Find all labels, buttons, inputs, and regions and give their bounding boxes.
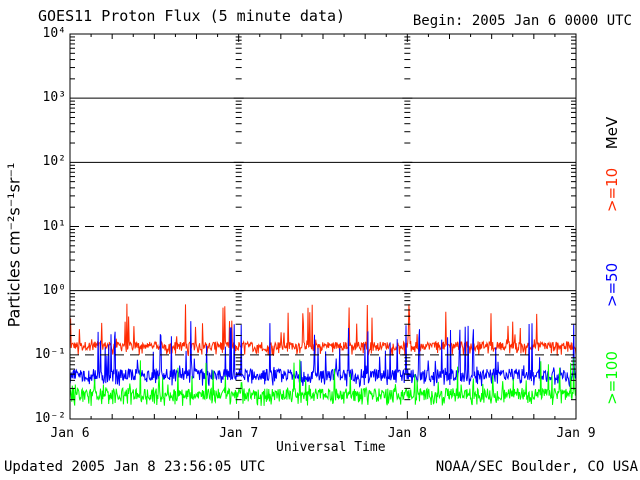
series-line-ge50 <box>69 321 577 388</box>
legend-series: >=100 <box>603 351 621 405</box>
x-tick-label: Jan 8 <box>387 426 427 441</box>
y-tick-label: 10⁻¹ <box>34 346 66 362</box>
y-tick-label: 10⁴ <box>42 26 66 41</box>
updated-timestamp: Updated 2005 Jan 8 23:56:05 UTC <box>4 459 266 475</box>
y-tick-label: 10⁻² <box>34 411 66 426</box>
legend-units: MeV <box>603 116 621 150</box>
series-line-ge10 <box>69 303 577 357</box>
y-axis-label: Particles cm⁻²s⁻¹sr⁻¹ <box>4 162 24 328</box>
y-tick-label: 10¹ <box>42 218 66 234</box>
begin-time: Begin: 2005 Jan 6 0000 UTC <box>412 13 632 29</box>
x-tick-label: Jan 9 <box>556 426 596 441</box>
chart-title: GOES11 Proton Flux (5 minute data) <box>38 7 346 25</box>
y-tick-label: 10⁰ <box>42 282 66 298</box>
x-axis-label: Universal Time <box>276 440 386 455</box>
credit-text: NOAA/SEC Boulder, CO USA <box>435 459 638 475</box>
x-tick-label: Jan 7 <box>219 426 259 441</box>
y-tick-label: 10² <box>42 154 66 170</box>
y-tick-label: 10³ <box>42 90 66 106</box>
legend-series: >=50 <box>603 262 621 308</box>
plot-frame <box>69 33 577 420</box>
legend-series: >=10 <box>603 167 621 213</box>
x-tick-label: Jan 6 <box>50 426 90 441</box>
series-line-ge100 <box>69 358 577 406</box>
